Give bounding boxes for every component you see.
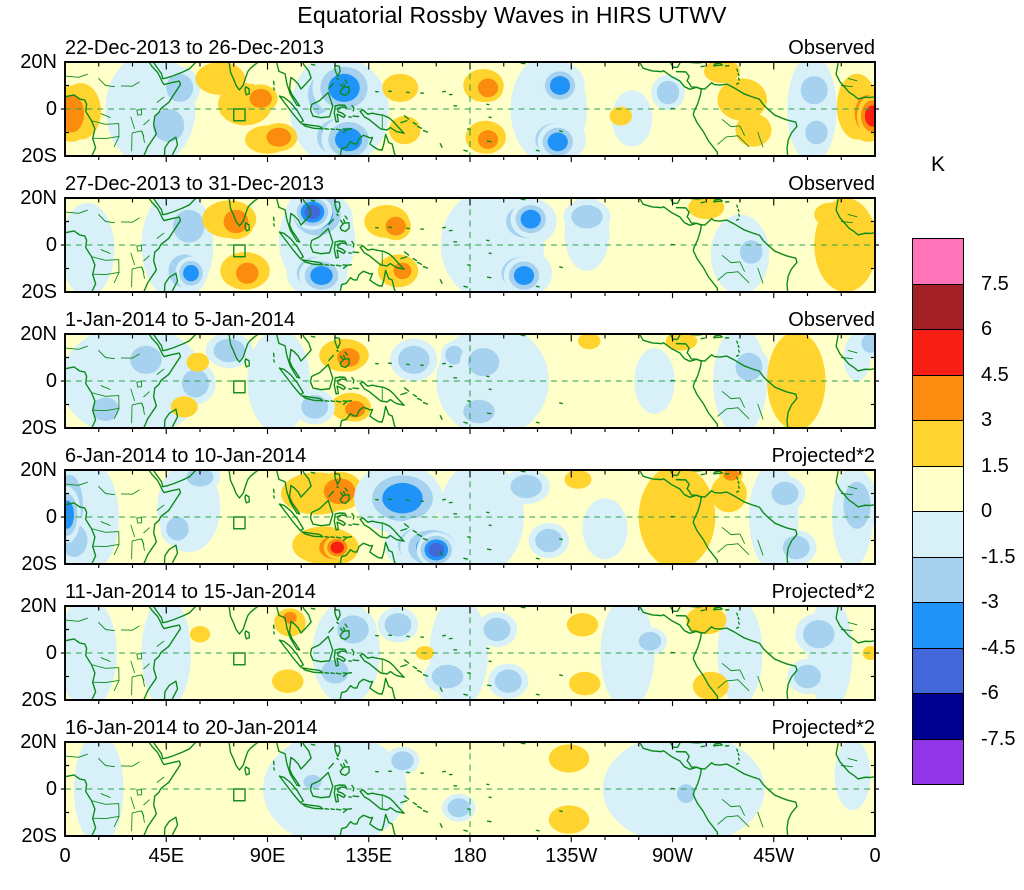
y-axis-label: 0 [45, 98, 57, 120]
colorbar-cell [912, 283, 964, 330]
y-axis-label: 20N [20, 323, 57, 345]
panel-header: 6-Jan-2014 to 10-Jan-2014 Projected*2 [65, 444, 875, 468]
panel-header: 22-Dec-2013 to 26-Dec-2013 Observed [65, 36, 875, 60]
x-axis-label: 0 [59, 845, 71, 867]
y-axis-label: 0 [45, 642, 57, 664]
map-canvas [60, 605, 880, 707]
y-axis-label: 0 [45, 778, 57, 800]
colorbar-cell [912, 374, 964, 421]
panel-period-label: 11-Jan-2014 to 15-Jan-2014 [65, 581, 316, 603]
x-axis-label: 90W [651, 845, 694, 867]
colorbar-cell [912, 238, 964, 285]
map-canvas [60, 741, 880, 843]
x-axis-label: 135E [345, 845, 393, 867]
colorbar-cell [912, 420, 964, 467]
panel-source-label: Projected*2 [771, 445, 875, 467]
panel-source-label: Projected*2 [771, 717, 875, 739]
x-axis-label: 180 [453, 845, 487, 867]
panel-period-label: 16-Jan-2014 to 20-Jan-2014 [65, 717, 318, 739]
y-axis-label: 20S [21, 145, 57, 167]
colorbar-cell [912, 693, 964, 740]
panel-source-label: Projected*2 [771, 581, 875, 603]
colorbar-cell [912, 738, 964, 785]
colorbar-tick-label: -3 [981, 591, 999, 613]
colorbar-cell [912, 647, 964, 694]
x-axis-label: 90E [249, 845, 286, 867]
colorbar-cell [912, 329, 964, 376]
colorbar-cell [912, 556, 964, 603]
colorbar-tick-label: -6 [981, 682, 999, 704]
y-axis-label: 20S [21, 825, 57, 847]
panel-header: 16-Jan-2014 to 20-Jan-2014 Projected*2 [65, 716, 875, 740]
colorbar-tick-label: -1.5 [981, 545, 1016, 568]
colorbar-tick-label: 3 [981, 409, 993, 431]
figure-title: Equatorial Rossby Waves in HIRS UTWV [297, 2, 727, 28]
panel-source-label: Observed [788, 309, 875, 331]
colorbar-cell [912, 465, 964, 512]
colorbar-tick-label: 0 [981, 500, 993, 522]
map-canvas [60, 197, 880, 299]
x-axis-label: 0 [869, 845, 881, 867]
x-axis-label: 45W [753, 845, 795, 867]
y-axis-label: 20N [20, 459, 57, 481]
panel-header: 11-Jan-2014 to 15-Jan-2014 Projected*2 [65, 580, 875, 604]
map-canvas [60, 61, 880, 163]
panel-header: 1-Jan-2014 to 5-Jan-2014 Observed [65, 308, 875, 332]
map-canvas [60, 469, 880, 571]
y-axis-label: 20S [21, 689, 57, 711]
panel-header: 27-Dec-2013 to 31-Dec-2013 Observed [65, 172, 875, 196]
colorbar-cell [912, 602, 964, 649]
y-axis-label: 0 [45, 370, 57, 392]
y-axis-label: 20N [20, 595, 57, 617]
colorbar-tick-label: 1.5 [981, 454, 1009, 477]
colorbar-tick-label: -4.5 [981, 636, 1016, 659]
y-axis-label: 20N [20, 731, 57, 753]
panel-period-label: 27-Dec-2013 to 31-Dec-2013 [65, 173, 325, 195]
x-axis-label: 135W [545, 845, 598, 867]
y-axis-label: 20S [21, 417, 57, 439]
colorbar-unit-label: K [930, 153, 945, 176]
panel-period-label: 1-Jan-2014 to 5-Jan-2014 [65, 309, 296, 331]
y-axis-label: 0 [45, 506, 57, 528]
colorbar-tick-label: 4.5 [981, 363, 1009, 386]
y-axis-label: 20N [20, 187, 57, 209]
y-axis-label: 20S [21, 553, 57, 575]
panel-period-label: 6-Jan-2014 to 10-Jan-2014 [65, 445, 307, 467]
panel-source-label: Observed [788, 37, 875, 59]
y-axis-label: 20S [21, 281, 57, 303]
colorbar-cell [912, 511, 964, 558]
colorbar-tick-label: 6 [981, 318, 993, 340]
y-axis-label: 0 [45, 234, 57, 256]
colorbar-tick-label: -7.5 [981, 727, 1016, 750]
map-canvas [60, 333, 880, 435]
panel-period-label: 22-Dec-2013 to 26-Dec-2013 [65, 37, 325, 59]
x-axis-label: 45E [148, 845, 185, 867]
colorbar-tick-label: 7.5 [981, 272, 1009, 295]
panel-source-label: Observed [788, 173, 875, 195]
y-axis-label: 20N [20, 51, 57, 73]
